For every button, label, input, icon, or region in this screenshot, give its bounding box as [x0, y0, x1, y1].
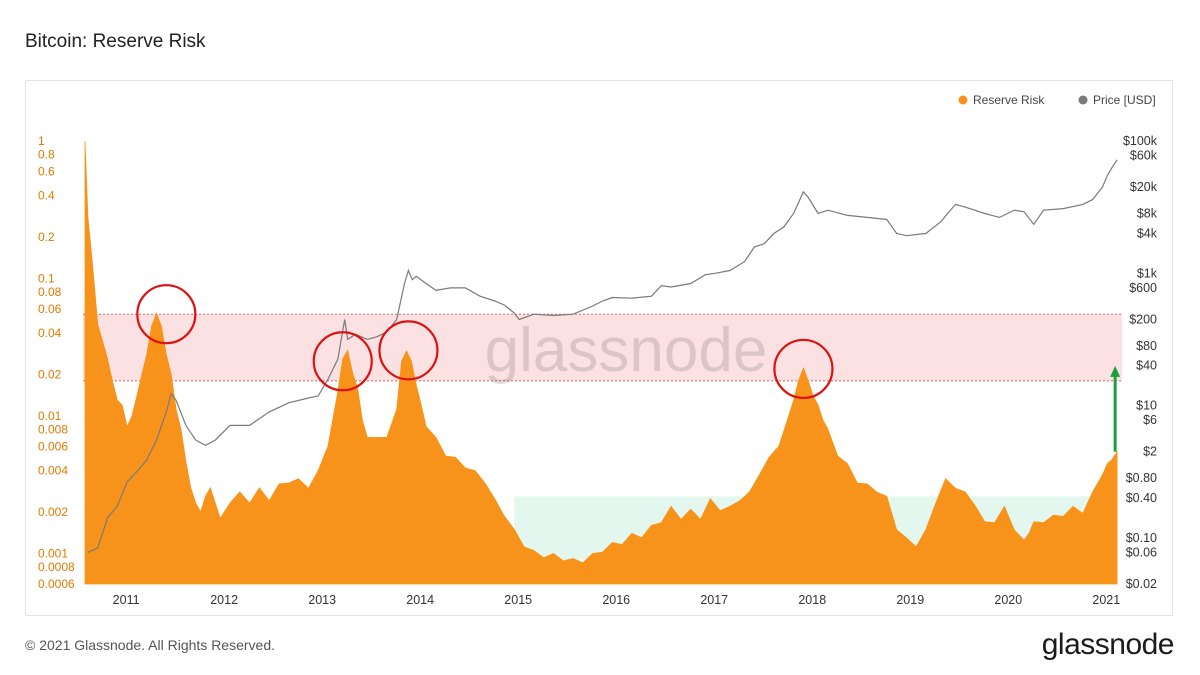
left-axis-tick-label: 0.04 [38, 326, 62, 340]
right-axis-tick-label: $0.80 [1126, 471, 1157, 485]
right-axis-tick-label: $0.40 [1126, 491, 1157, 505]
right-axis-tick-label: $1k [1137, 266, 1158, 280]
footer-copyright: © 2021 Glassnode. All Rights Reserved. [25, 637, 276, 653]
left-axis-tick-label: 0.004 [38, 464, 68, 478]
right-axis-tick-label: $100k [1123, 134, 1158, 148]
highlight-circle-2 [312, 331, 373, 392]
right-axis-tick-label: $0.02 [1126, 577, 1157, 591]
right-axis-tick-label: $60k [1130, 149, 1158, 163]
x-axis-tick-label: 2016 [602, 593, 630, 607]
x-axis-tick-label: 2011 [113, 593, 140, 607]
x-axis-tick-label: 2015 [504, 593, 532, 607]
right-axis-tick-label: $8k [1137, 207, 1158, 221]
price-line [87, 159, 1118, 553]
glassnode-logo[interactable]: glassnode [1041, 628, 1175, 661]
high-risk-band [83, 314, 1122, 381]
left-axis-tick-label: 0.002 [38, 505, 68, 519]
x-axis-tick-label: 2021 [1092, 593, 1120, 607]
left-axis-tick-label: 0.06 [38, 302, 62, 316]
x-axis-tick-label: 2017 [700, 593, 728, 607]
left-axis-tick-label: 0.0006 [38, 577, 75, 591]
highlight-circle-4 [773, 338, 834, 400]
x-axis-tick-label: 2013 [308, 593, 336, 607]
right-axis-tick-label: $4k [1137, 226, 1158, 240]
highlight-circle-1 [136, 284, 197, 345]
x-axis-tick-label: 2020 [994, 593, 1022, 607]
left-axis-tick-label: 0.01 [38, 409, 62, 423]
right-axis-tick-label: $0.06 [1126, 545, 1157, 559]
right-axis-tick-label: $200 [1129, 312, 1157, 326]
left-axis-tick-label: 1 [38, 134, 45, 148]
left-axis-tick-label: 0.08 [38, 285, 62, 299]
green-arrow-head [1110, 365, 1121, 377]
left-axis-tick-label: 0.0008 [38, 560, 75, 574]
right-axis-tick-label: $6 [1143, 413, 1157, 427]
right-axis-tick-label: $2 [1143, 445, 1157, 459]
legend-price-dot [1078, 95, 1088, 105]
left-axis-tick-label: 0.02 [38, 368, 62, 382]
x-axis-tick-label: 2019 [896, 593, 924, 607]
chart-frame: glassnode 1 0.8 0.6 0.4 0.2 0.1 0.08 0.06 0.04 0.0… [25, 80, 1173, 616]
x-axis-tick-label: 2014 [406, 593, 434, 607]
left-axis-tick-label: 0.2 [38, 230, 55, 244]
page-title: Bitcoin: Reserve Risk [25, 31, 206, 52]
legend-reserve-risk-label: Reserve Risk [973, 93, 1045, 107]
left-axis-tick-label: 0.006 [38, 440, 68, 454]
right-axis-tick-label: $600 [1129, 281, 1157, 295]
left-axis-tick-label: 0.1 [38, 271, 55, 285]
left-axis-tick-label: 0.001 [38, 546, 68, 560]
x-axis-tick-label: 2018 [798, 593, 826, 607]
left-axis-tick-label: 0.8 [38, 147, 55, 161]
right-axis-tick-label: $20k [1130, 180, 1158, 194]
x-axis-tick-label: 2012 [210, 593, 238, 607]
reserve-risk-area [84, 140, 1118, 585]
right-axis-tick-label: $10 [1136, 399, 1157, 413]
legend-reserve-risk-dot [958, 95, 968, 105]
highlight-circle-3 [378, 320, 439, 381]
right-axis-tick-label: $0.10 [1126, 531, 1157, 545]
left-axis-tick-label: 0.4 [38, 189, 55, 203]
legend-price-label: Price [USD] [1093, 93, 1156, 107]
watermark-text: glassnode [485, 316, 768, 385]
right-axis-tick-label: $40 [1136, 359, 1157, 373]
right-axis-tick-label: $80 [1136, 339, 1157, 353]
reserve-risk-chart: glassnode 10.8 0.6 0.4 0.2 0.10.08 0.06 0.04 0.0… [38, 93, 1158, 607]
left-axis-tick-label: 0.6 [38, 165, 55, 179]
left-axis-tick-label: 0.008 [38, 422, 68, 436]
